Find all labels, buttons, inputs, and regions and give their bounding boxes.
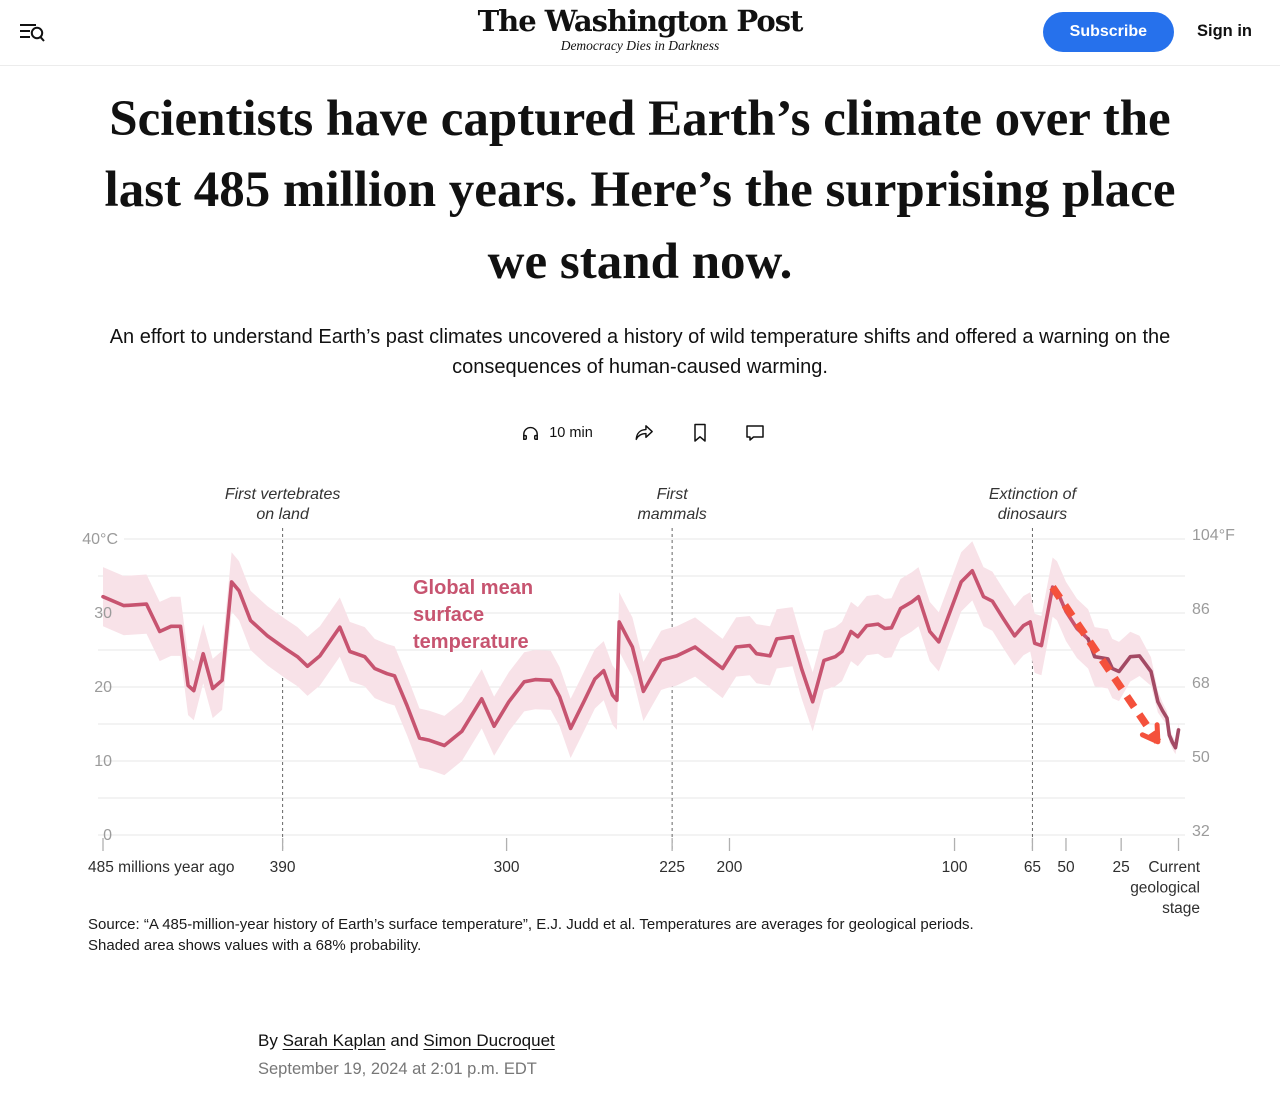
byline-prefix: By bbox=[258, 1030, 278, 1050]
menu-search-button[interactable] bbox=[16, 17, 48, 49]
climate-chart-figure: First vertebrates on land First mammals Exti… bbox=[0, 468, 1280, 938]
share-button[interactable] bbox=[633, 422, 656, 444]
chart-source-note: Source: “A 485-million-year history of E… bbox=[88, 916, 974, 955]
svg-text:surface: surface bbox=[413, 604, 484, 626]
bookmark-icon bbox=[690, 422, 710, 444]
svg-text:Current: Current bbox=[1148, 859, 1200, 876]
svg-text:104°F: 104°F bbox=[1192, 527, 1235, 544]
svg-text:First: First bbox=[657, 486, 689, 503]
comment-button[interactable] bbox=[744, 422, 766, 444]
svg-text:geological: geological bbox=[1130, 880, 1200, 897]
article-meta-row: 10 min bbox=[0, 420, 1280, 446]
publish-date: September 19, 2024 at 2:01 p.m. EDT bbox=[258, 1059, 537, 1078]
headphones-icon bbox=[520, 423, 541, 444]
byline: By Sarah Kaplan and Simon Ducroquet bbox=[258, 1031, 1022, 1051]
svg-text:temperature: temperature bbox=[413, 631, 529, 653]
svg-text:Global mean: Global mean bbox=[413, 577, 533, 599]
svg-text:Extinction of: Extinction of bbox=[989, 486, 1078, 503]
svg-text:20: 20 bbox=[94, 679, 112, 696]
svg-text:50: 50 bbox=[1057, 859, 1075, 876]
svg-text:dinosaurs: dinosaurs bbox=[998, 506, 1067, 523]
svg-text:on land: on land bbox=[256, 506, 310, 523]
article-dek: An effort to understand Earth’s past cli… bbox=[109, 326, 1171, 379]
listen-button[interactable]: 10 min bbox=[514, 422, 599, 445]
svg-text:32: 32 bbox=[1192, 823, 1210, 840]
sign-in-button[interactable]: Sign in bbox=[1191, 21, 1258, 42]
svg-text:485 millions year ago: 485 millions year ago bbox=[88, 859, 234, 876]
svg-text:25: 25 bbox=[1113, 859, 1130, 876]
svg-text:First vertebrates: First vertebrates bbox=[225, 486, 341, 503]
masthead-tagline: Democracy Dies in Darkness bbox=[560, 37, 720, 53]
share-icon bbox=[633, 422, 656, 444]
svg-text:40°C: 40°C bbox=[82, 531, 118, 548]
masthead: The Washington Post Democracy Dies in Da… bbox=[477, 4, 804, 54]
climate-chart: First vertebrates on land First mammals Exti… bbox=[82, 486, 1235, 917]
svg-text:mammals: mammals bbox=[637, 506, 706, 523]
menu-search-icon bbox=[16, 24, 48, 52]
author-link-simon-ducroquet[interactable]: Simon Ducroquet bbox=[423, 1030, 555, 1050]
author-link-sarah-kaplan[interactable]: Sarah Kaplan bbox=[282, 1030, 386, 1050]
article-headline: Scientists have captured Earth’s climate… bbox=[104, 91, 1176, 290]
subscribe-button[interactable]: Subscribe bbox=[1042, 12, 1174, 52]
listen-duration: 10 min bbox=[549, 425, 593, 442]
svg-text:390: 390 bbox=[270, 859, 296, 876]
svg-text:68: 68 bbox=[1192, 675, 1210, 692]
svg-text:300: 300 bbox=[494, 859, 520, 876]
bookmark-button[interactable] bbox=[690, 422, 710, 444]
svg-text:stage: stage bbox=[1162, 900, 1200, 917]
svg-text:10: 10 bbox=[94, 753, 112, 770]
wapo-logo[interactable]: The Washington Post bbox=[477, 4, 804, 38]
byline-block: By Sarah Kaplan and Simon Ducroquet Sept… bbox=[258, 1031, 1022, 1105]
svg-text:0: 0 bbox=[103, 827, 112, 844]
svg-text:65: 65 bbox=[1024, 859, 1041, 876]
site-header: The Washington Post Democracy Dies in Da… bbox=[0, 0, 1280, 66]
svg-text:100: 100 bbox=[942, 859, 968, 876]
comment-icon bbox=[744, 422, 766, 444]
svg-text:200: 200 bbox=[717, 859, 743, 876]
svg-text:50: 50 bbox=[1192, 749, 1210, 766]
svg-text:30: 30 bbox=[94, 605, 112, 622]
svg-text:225: 225 bbox=[659, 859, 685, 876]
svg-text:86: 86 bbox=[1192, 601, 1210, 618]
byline-joiner: and bbox=[385, 1030, 424, 1050]
